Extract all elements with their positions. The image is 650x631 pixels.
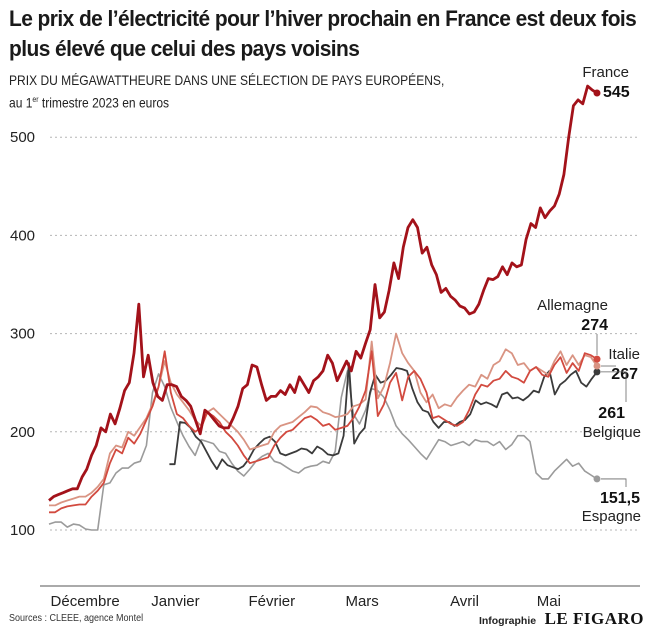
x-tick-label: Décembre <box>51 593 120 610</box>
series-line-espagne <box>48 370 598 531</box>
credit-prefix: Infographie <box>478 615 537 627</box>
x-tick-label: Mars <box>345 593 378 610</box>
credit: Infographie LE FIGARO <box>479 609 644 629</box>
subtitle-line-1: PRIX DU MÉGAWATTHEURE DANS UNE SÉLECTION… <box>9 72 445 88</box>
label-france: France <box>582 64 629 81</box>
end-marker-allemagne <box>593 355 601 363</box>
y-axis: 100 200 300 400 500 <box>10 129 35 539</box>
end-marker-espagne <box>593 475 601 483</box>
subtitle-text-end: trimestre 2023 en euros <box>38 94 170 111</box>
chart-subtitle: PRIX DU MÉGAWATTHEURE DANS UNE SÉLECTION… <box>9 70 444 113</box>
label-belgique: Belgique <box>583 424 641 441</box>
end-marker-belgique <box>593 368 601 376</box>
series-line-italie <box>49 332 598 507</box>
subtitle-text: au 1 <box>9 94 33 111</box>
x-tick-label: Janvier <box>151 593 199 610</box>
series-line-france <box>48 84 598 502</box>
label-allemagne: Allemagne <box>537 297 608 314</box>
chart-title: Le prix de l’électricité pour l’hiver pr… <box>9 6 637 61</box>
x-tick-label: Avril <box>450 593 479 610</box>
y-tick-label: 100 <box>10 522 35 539</box>
y-tick-label: 300 <box>10 326 35 343</box>
value-france: 545 <box>603 84 630 101</box>
leader-line <box>601 371 627 402</box>
y-tick-label: 400 <box>10 227 35 244</box>
label-italie: Italie <box>608 346 640 363</box>
value-espagne: 151,5 <box>600 490 640 507</box>
end-marker-italie <box>593 362 601 370</box>
series-lines <box>48 84 601 531</box>
series-line-belgique <box>169 362 598 471</box>
x-tick-label: Mai <box>537 593 561 610</box>
series-line-allemagne <box>49 350 598 514</box>
subtitle-sup: er <box>32 95 39 104</box>
y-tick-label: 200 <box>10 424 35 441</box>
value-italie: 267 <box>611 366 638 383</box>
brand-logo: LE FIGARO <box>544 609 644 628</box>
leader-line <box>601 478 627 487</box>
end-marker-france <box>593 89 601 97</box>
subtitle-line-2: au 1er trimestre 2023 en euros <box>9 90 444 113</box>
y-tick-label: 500 <box>10 129 35 146</box>
label-espagne: Espagne <box>582 508 641 525</box>
gridlines <box>50 136 640 531</box>
source-note: Sources : CLEEE, agence Montel <box>9 613 144 624</box>
value-belgique: 261 <box>598 405 625 422</box>
x-axis: Décembre Janvier Février Mars Avril Mai <box>40 585 640 610</box>
x-tick-label: Février <box>248 593 295 610</box>
value-allemagne: 274 <box>581 317 608 334</box>
